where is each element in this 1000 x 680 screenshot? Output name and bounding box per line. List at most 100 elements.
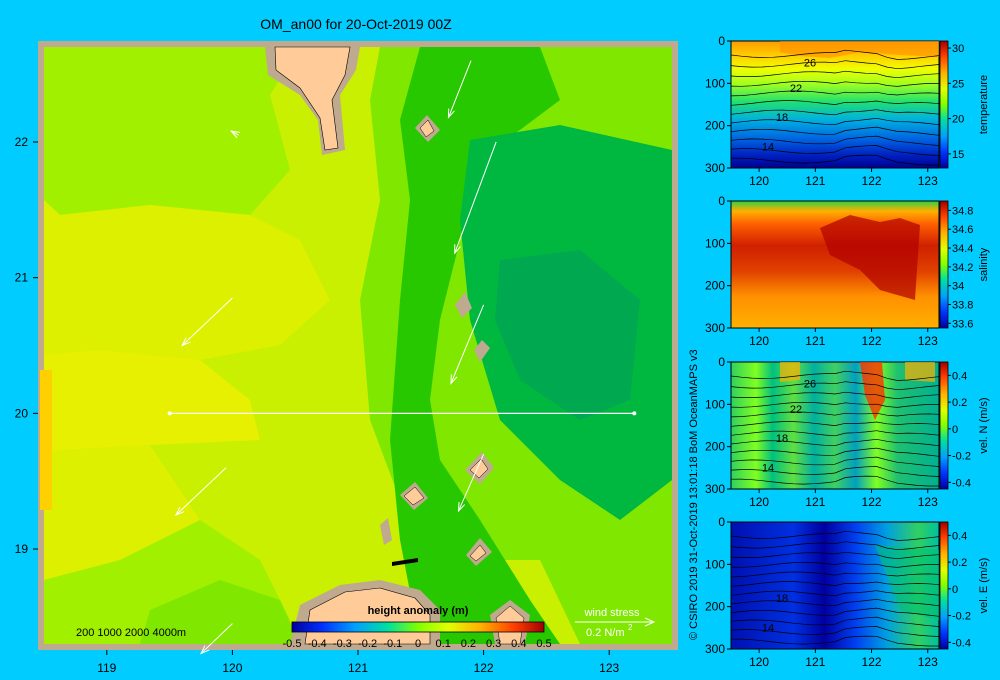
section-y-tick-label: 200 (705, 440, 725, 454)
section-y-tick-label: 0 (718, 515, 725, 529)
salinity-axes: 120 121 122 123 0 100 200 300 34.8 34.6 34.4 34.2 34… (705, 194, 990, 348)
contour-label: 18 (776, 112, 788, 124)
contour-line (730, 616, 940, 627)
vel-n-colorbar (939, 361, 949, 490)
section-line (167, 411, 637, 416)
contour-line (730, 561, 939, 568)
temperature-panel: 120 121 122 123 0 100 200 300 30 25 20 15 temperatur… (705, 34, 990, 188)
contour-line (730, 49, 940, 60)
contour-label: 26 (804, 58, 816, 70)
contour-line (730, 80, 939, 87)
contour-line (730, 626, 940, 637)
colorbar-tick-label: 0.4 (952, 530, 967, 542)
colorbar-tick-label: 34 (952, 281, 964, 293)
contour-line (730, 90, 940, 97)
map-x-tick-label: 119 (97, 661, 116, 675)
section-colorbar-label: salinity (978, 247, 990, 281)
section-x-tick-label: 122 (862, 334, 882, 348)
wind-vector (181, 297, 233, 347)
contour-line (730, 117, 940, 126)
vel-e-panel: 120 121 122 123 0 100 200 300 0.4 0.2 0 -0.2 -0.4 vel… (705, 515, 990, 669)
map-y-tick-label: 21 (15, 271, 29, 285)
colorbar-tick-label: 0.2 (461, 638, 476, 650)
wind-vector (447, 60, 472, 119)
map-x-tick-label: 122 (474, 661, 494, 675)
map-x-axis: 119 120 121 122 123 (97, 650, 620, 675)
section-x-tick-label: 123 (918, 495, 938, 509)
contour-line (730, 145, 940, 156)
contour-line (730, 447, 940, 457)
contour-line (730, 100, 940, 106)
contour-label: 18 (776, 593, 788, 605)
colorbar-tick-label: 0.4 (511, 638, 526, 650)
colorbar-tick-label: 33.6 (952, 318, 973, 330)
temperature-colorbar (939, 40, 949, 169)
vel-n-axes: 120 121 122 123 0 100 200 300 0.4 0.2 0 -0.2 -0.4 vel… (705, 355, 990, 509)
colorbar-ticks: -0.5 -0.4 -0.3 -0.2 -0.1 0 0.1 0.2 0.3 0.4 0.5 (283, 638, 552, 650)
section-x-tick-label: 121 (805, 495, 825, 509)
credit-text: © CSIRO 2019 31-Oct-2019 13:01:18 BoM Oc… (688, 349, 700, 640)
wind-vector (454, 141, 497, 255)
section-x-tick-label: 121 (805, 174, 825, 188)
colorbar-tick-label: -0.5 (283, 638, 302, 650)
section-y-tick-label: 100 (705, 397, 725, 411)
section-y-tick-label: 300 (705, 321, 725, 335)
contour-label: 14 (762, 462, 774, 474)
colorbar-tick-label: 34.4 (952, 243, 973, 255)
height-colorbar (291, 621, 545, 633)
colorbar-tick-label: 0.3 (486, 638, 501, 650)
colorbar-label: height anomaly (m) (368, 605, 469, 617)
wind-vector (174, 467, 227, 517)
colorbar-tick-label: -0.1 (383, 638, 402, 650)
colorbar-tick-label: 0.4 (952, 370, 967, 382)
contour-label: 26 (804, 379, 816, 391)
section-y-tick-label: 200 (705, 600, 725, 614)
wind-vector (457, 453, 485, 513)
colorbar-tick-label: -0.4 (308, 638, 327, 650)
section-y-tick-label: 0 (718, 34, 725, 48)
section-colorbar-label: vel. E (m/s) (978, 558, 990, 614)
colorbar-tick-label: 34.2 (952, 262, 973, 274)
colorbar-tick-label: -0.3 (333, 638, 352, 650)
section-x-tick-label: 122 (862, 655, 882, 669)
contour-line (730, 438, 940, 447)
map-x-tick-label: 121 (348, 661, 368, 675)
wind-legend-title: wind stress (583, 607, 640, 619)
contour-line (730, 571, 940, 578)
wind-vector (450, 304, 485, 385)
colorbar-tick-label: 33.8 (952, 299, 973, 311)
contour-line (730, 391, 940, 400)
colorbar-tick-label: 25 (952, 78, 964, 90)
wind-legend-value: 0.2 N/m (586, 627, 625, 639)
contour-line (730, 381, 940, 391)
colorbar-tick-label: 20 (952, 114, 964, 126)
section-y-tick-label: 100 (705, 557, 725, 571)
colorbar-tick-label: -0.4 (952, 477, 971, 489)
section-y-tick-label: 300 (705, 482, 725, 496)
contour-line (730, 109, 940, 116)
vel-e-axes: 120 121 122 123 0 100 200 300 0.4 0.2 0 -0.2 -0.4 vel… (705, 515, 990, 669)
section-end-marker (632, 411, 637, 416)
map-x-tick-label: 120 (222, 661, 242, 675)
contour-label: 22 (790, 404, 802, 416)
wind-vector (229, 130, 241, 139)
section-x-tick-label: 122 (862, 495, 882, 509)
section-start-marker (167, 411, 172, 416)
wind-vector (199, 623, 233, 655)
section-x-tick-label: 123 (918, 334, 938, 348)
colorbar-tick-label: 0.1 (436, 638, 451, 650)
section-y-tick-label: 200 (705, 279, 725, 293)
colorbar-tick-label: 15 (952, 149, 964, 161)
contour-line (730, 635, 939, 647)
contour-line (730, 475, 939, 487)
section-y-tick-label: 0 (718, 355, 725, 369)
map-y-axis: 22 21 20 19 (15, 135, 38, 556)
section-y-tick-label: 100 (705, 236, 725, 250)
depth-legend: 200 1000 2000 4000m (76, 627, 186, 639)
contour-line (730, 598, 940, 607)
contour-line (730, 530, 940, 541)
section-y-tick-label: 200 (705, 119, 725, 133)
wind-legend-exponent: 2 (628, 623, 633, 632)
contour-line (730, 126, 940, 136)
